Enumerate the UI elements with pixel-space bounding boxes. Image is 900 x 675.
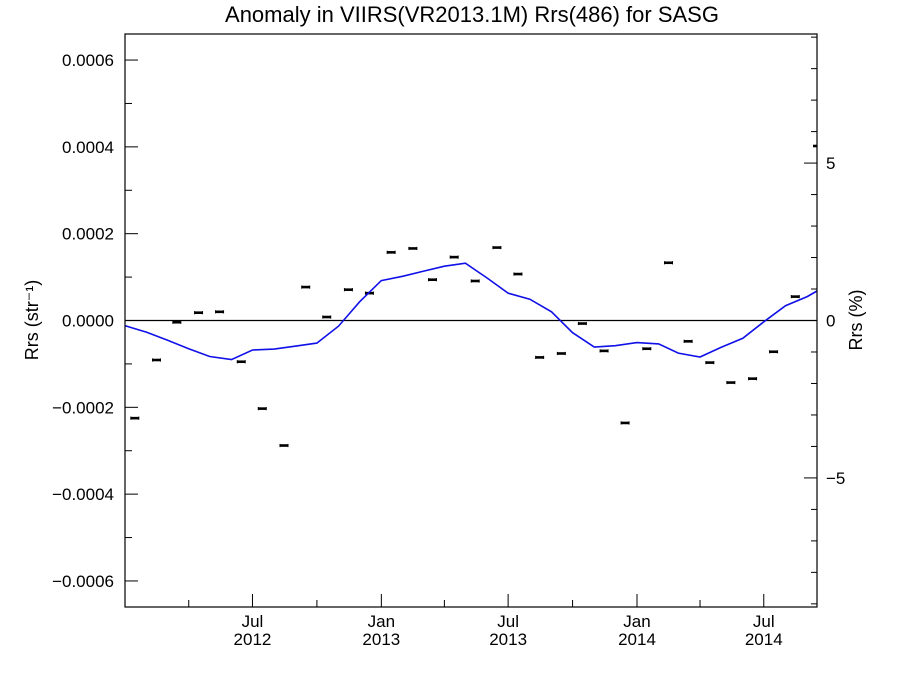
y-left-tick-label: −0.0002	[52, 398, 114, 417]
data-point	[194, 311, 204, 315]
data-point	[683, 339, 693, 343]
y-left-tick-label: −0.0004	[52, 485, 114, 504]
x-tick-label-year: 2014	[745, 630, 783, 649]
data-point	[215, 310, 225, 314]
data-point	[386, 250, 396, 254]
y-left-tick-label: 0.0002	[62, 225, 114, 244]
series-line-mean	[124, 262, 818, 361]
y-right-tick-label: −5	[826, 469, 845, 488]
data-point	[769, 350, 779, 354]
data-point	[726, 380, 736, 385]
y-axis-left-label: Rrs (str⁻¹)	[22, 280, 42, 360]
x-tick-label-year: 2013	[489, 630, 527, 649]
data-point	[279, 443, 289, 448]
data-point	[790, 295, 800, 299]
data-point	[620, 421, 630, 425]
y-left-tick-label: −0.0006	[52, 572, 114, 591]
y-left-tick-label: 0.0006	[62, 51, 114, 70]
x-tick-label-year: 2012	[234, 630, 272, 649]
y-axis-right-label: Rrs (%)	[846, 290, 866, 351]
data-point	[343, 288, 353, 292]
data-point	[449, 255, 459, 259]
data-point	[642, 347, 652, 351]
data-point	[236, 360, 246, 364]
data-point	[322, 315, 332, 319]
data-point	[513, 272, 523, 276]
data-point	[172, 320, 182, 324]
x-tick-label-month: Jan	[623, 612, 650, 631]
x-tick-label-month: Jul	[753, 612, 775, 631]
axes: 0.0006 0.0004 0.0002 0.0000 −0.0002 −0.0004 −0…	[52, 33, 845, 649]
data-point	[556, 351, 566, 356]
data-point	[152, 358, 162, 362]
data-point	[748, 377, 758, 381]
x-tick-label-year: 2014	[618, 630, 656, 649]
data-point	[301, 285, 311, 289]
x-tick-label-month: Jan	[368, 612, 395, 631]
x-tick-label-year: 2013	[362, 630, 400, 649]
data-point	[535, 355, 545, 359]
data-point	[664, 261, 674, 265]
data-point	[257, 407, 267, 411]
data-point	[408, 246, 418, 251]
y-left-tick-label: 0.0004	[62, 138, 114, 157]
data-point	[470, 279, 480, 283]
y-right-tick-label: 0	[826, 312, 835, 331]
data-point	[577, 321, 587, 326]
data-point	[130, 416, 140, 420]
y-right-tick-label: 5	[826, 154, 835, 173]
data-point	[427, 278, 437, 282]
data-point	[599, 349, 609, 353]
data-point	[705, 361, 715, 365]
data-point	[492, 245, 502, 250]
x-tick-label-month: Jul	[497, 612, 519, 631]
y-left-tick-label: 0.0000	[62, 312, 114, 331]
chart-title: Anomaly in VIIRS(VR2013.1M) Rrs(486) for…	[225, 2, 719, 27]
plot-area	[124, 144, 818, 448]
x-tick-label-month: Jul	[242, 612, 264, 631]
